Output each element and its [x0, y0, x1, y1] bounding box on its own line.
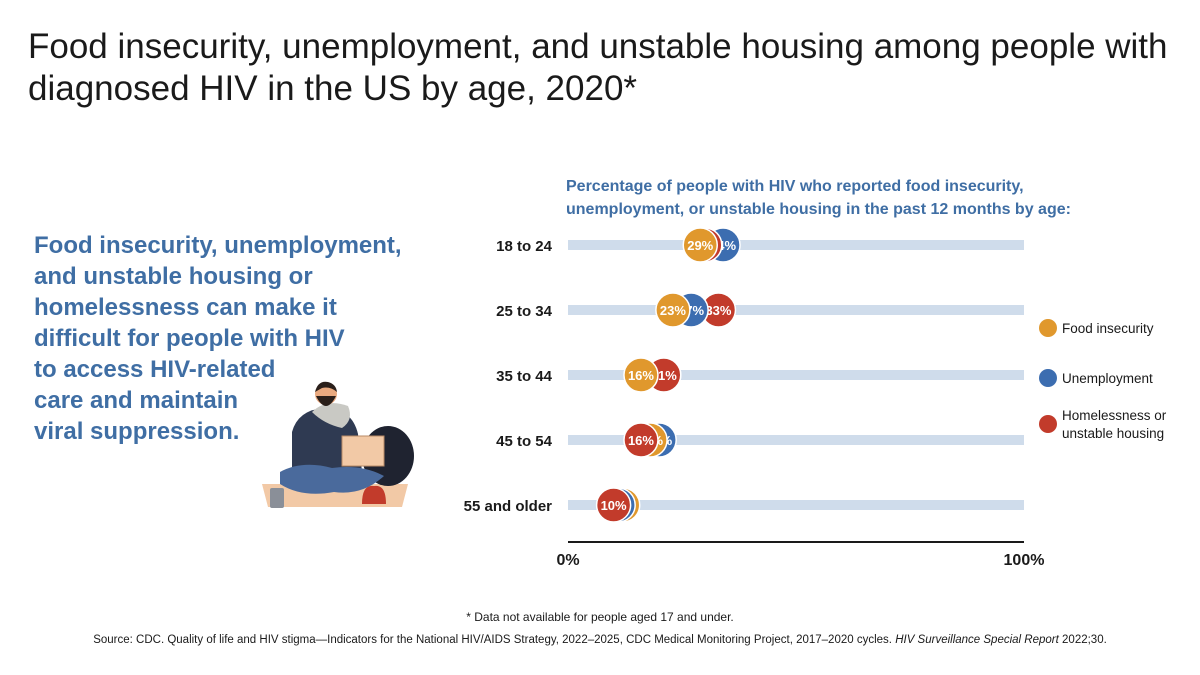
- data-label: 23%: [660, 303, 686, 318]
- scarf-shape: [312, 403, 350, 428]
- legend-label: Food insecurity: [1062, 321, 1154, 336]
- source-text: Source: CDC. Quality of life and HIV sti…: [93, 634, 896, 646]
- hat-icon: [362, 485, 386, 504]
- hair-shape: [315, 381, 337, 392]
- track-bar: [568, 240, 1024, 250]
- legend-marker: [1039, 415, 1057, 433]
- data-point: [655, 292, 691, 328]
- track-bar: [568, 500, 1024, 510]
- data-point: [595, 487, 632, 523]
- legend-marker: [1039, 319, 1057, 337]
- data-point: [682, 227, 718, 263]
- sign-shape: [341, 435, 385, 467]
- data-point: [623, 357, 659, 393]
- track-bar: [568, 435, 1024, 445]
- person-illustration: [262, 381, 414, 508]
- source-italic: HIV Surveillance Special Report: [895, 634, 1059, 646]
- callout-text: Food insecurity, unemployment, and unsta…: [34, 232, 402, 445]
- x-tick-label: 0%: [556, 552, 579, 569]
- data-label: 16%: [628, 368, 654, 383]
- data-label: 33%: [705, 303, 731, 318]
- track-bar: [568, 305, 1024, 315]
- legend-label: Unemployment: [1062, 371, 1153, 386]
- cup-icon: [270, 488, 284, 508]
- chart-title: Food insecurity, unemployment, and unsta…: [28, 27, 1168, 108]
- category-label: 35 to 44: [496, 368, 553, 385]
- chart-subtitle: Percentage of people with HIV who report…: [566, 178, 1071, 218]
- track-bar: [568, 370, 1024, 380]
- category-label: 18 to 24: [496, 238, 553, 255]
- data-label: 10%: [601, 498, 627, 513]
- category-label: 45 to 54: [496, 433, 553, 450]
- legend-marker: [1039, 369, 1057, 387]
- source-tail: 2022;30.: [1058, 634, 1107, 646]
- x-tick-label: 100%: [1004, 552, 1045, 569]
- source-note: Source: CDC. Quality of life and HIV sti…: [0, 634, 1200, 646]
- data-label: 29%: [687, 238, 713, 253]
- data-label: 16%: [628, 433, 654, 448]
- footnote: * Data not available for people aged 17 …: [466, 610, 734, 624]
- legend-label: unstable housing: [1062, 426, 1164, 441]
- category-label: 25 to 34: [496, 303, 553, 320]
- beard-shape: [316, 396, 336, 406]
- legs-shape: [280, 464, 384, 494]
- legend-label: Homelessness or: [1062, 408, 1167, 423]
- data-point: [623, 422, 659, 458]
- category-label: 55 and older: [464, 498, 553, 515]
